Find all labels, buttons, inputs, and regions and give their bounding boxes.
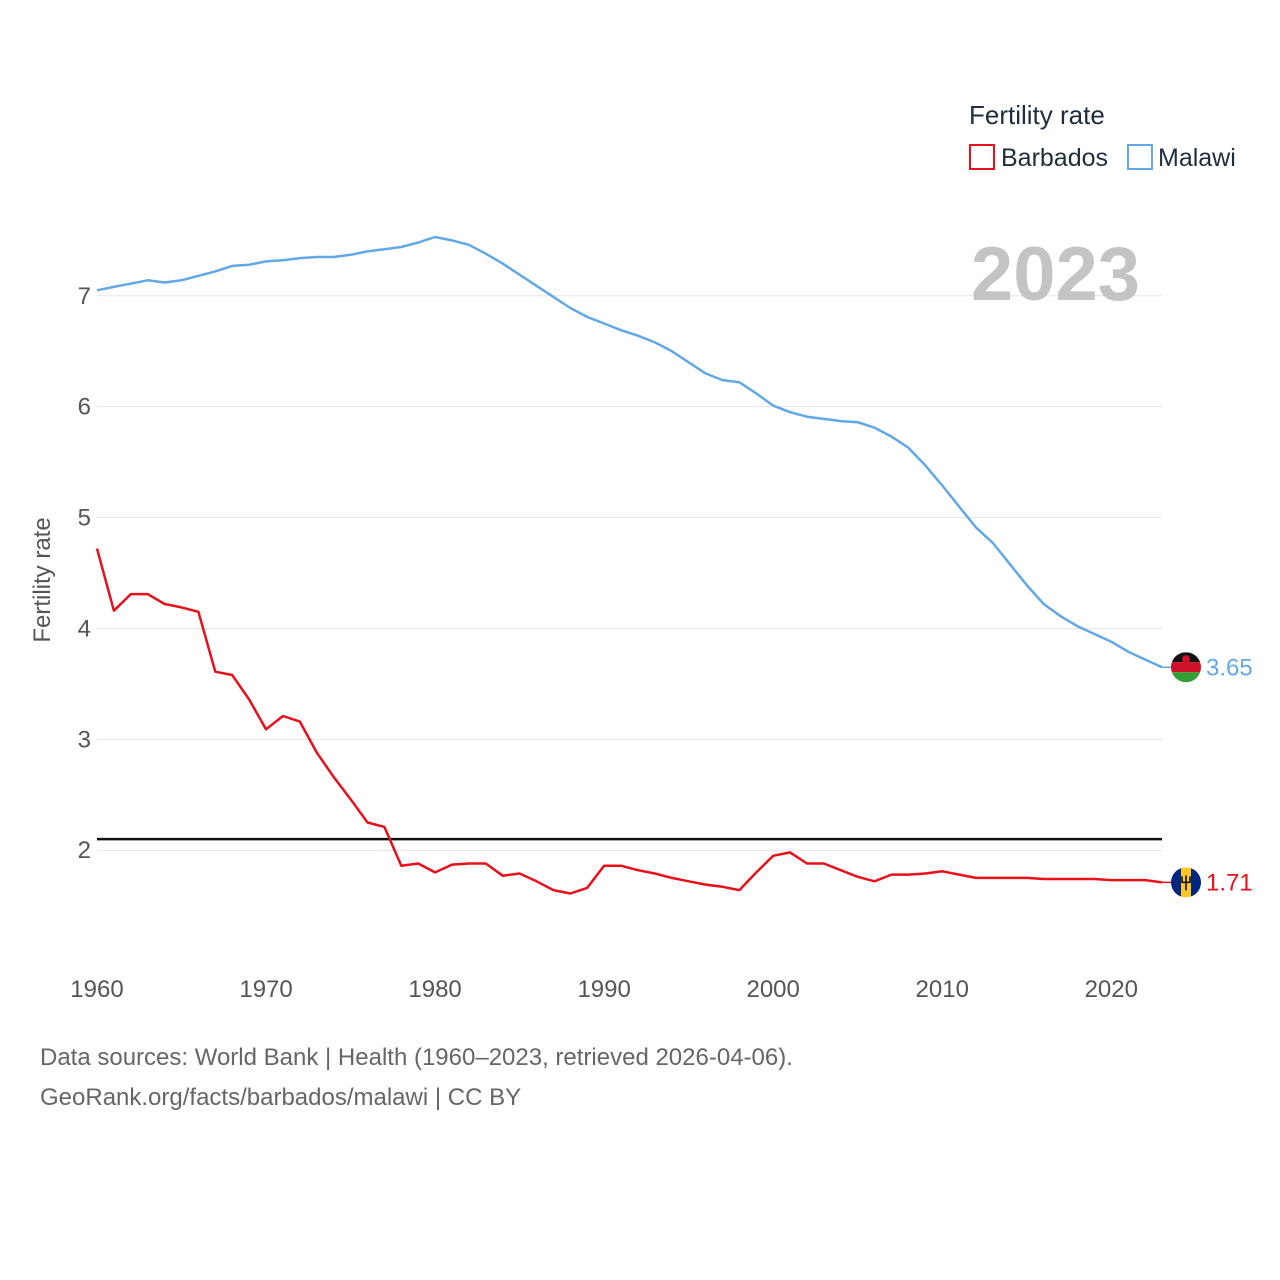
flag-stripe-red [1171, 662, 1201, 673]
y-tick-label: 4 [78, 615, 91, 642]
y-axis-ticks: 2 3 4 5 6 7 [78, 283, 91, 864]
flag-stripes [1171, 652, 1201, 683]
x-tick-label: 1970 [239, 976, 292, 1003]
source-note: Data sources: World Bank | Health (1960–… [40, 1044, 793, 1071]
y-tick-label: 6 [78, 394, 91, 421]
x-axis-ticks: 1960 1970 1980 1990 2000 2010 2020 [70, 976, 1138, 1003]
legend-item-barbados[interactable]: Barbados [969, 144, 1108, 172]
y-tick-label: 5 [78, 505, 91, 532]
legend-swatch-barbados [969, 144, 995, 170]
end-value-label: 1.71 [1206, 869, 1253, 896]
year-label: 2023 [971, 232, 1140, 317]
x-tick-label: 2020 [1085, 976, 1138, 1003]
flag-band-blue-left [1171, 867, 1181, 898]
legend-title: Fertility rate [969, 100, 1105, 130]
series-line-malawi [96, 235, 1163, 669]
series-lines [95, 235, 1163, 895]
y-tick-label: 3 [78, 726, 91, 753]
barbados-flag-icon [1171, 867, 1201, 898]
y-tick-label: 2 [78, 837, 91, 864]
flag-stripe-green [1171, 672, 1201, 683]
flag-bands [1171, 867, 1201, 898]
legend-item-malawi[interactable]: Malawi [1127, 144, 1236, 172]
x-tick-label: 2000 [746, 976, 799, 1003]
flag-trident [1181, 875, 1191, 891]
legend-label-barbados: Barbados [1001, 144, 1108, 172]
malawi-flag-icon [1171, 652, 1201, 683]
legend-swatch-malawi [1127, 144, 1153, 170]
x-tick-label: 2010 [916, 976, 969, 1003]
credit-note: GeoRank.org/facts/barbados/malawi | CC B… [40, 1084, 522, 1111]
x-tick-label: 1990 [577, 976, 630, 1003]
legend: Fertility rate Barbados Malawi [969, 100, 1236, 172]
y-axis-title: Fertility rate [29, 517, 56, 642]
gridlines [97, 295, 1162, 851]
legend-label-malawi: Malawi [1158, 144, 1236, 172]
end-value-label: 3.65 [1206, 654, 1253, 681]
x-tick-label: 1980 [408, 976, 461, 1003]
x-tick-label: 1960 [70, 976, 123, 1003]
end-markers: 1.71 3.65 [1162, 652, 1253, 898]
line-chart: 2 3 4 5 6 7 1960 1970 1980 1990 2000 2010 2020 Fert… [29, 100, 1253, 1003]
flag-sun [1182, 655, 1190, 664]
y-tick-label: 7 [78, 283, 91, 310]
flag-band-blue-right [1191, 867, 1201, 898]
series-line-barbados [95, 548, 1163, 895]
